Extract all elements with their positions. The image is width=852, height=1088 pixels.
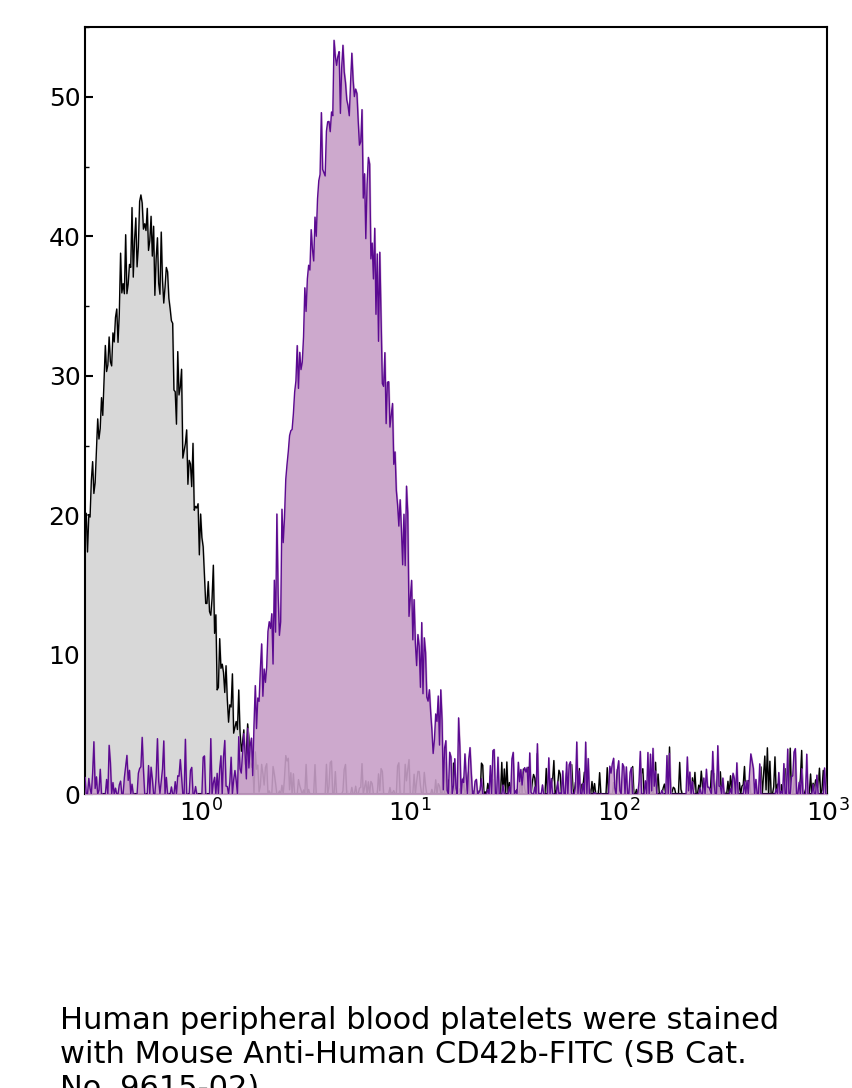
Text: Human peripheral blood platelets were stained
with Mouse Anti-Human CD42b-FITC (: Human peripheral blood platelets were st… (60, 1006, 778, 1088)
